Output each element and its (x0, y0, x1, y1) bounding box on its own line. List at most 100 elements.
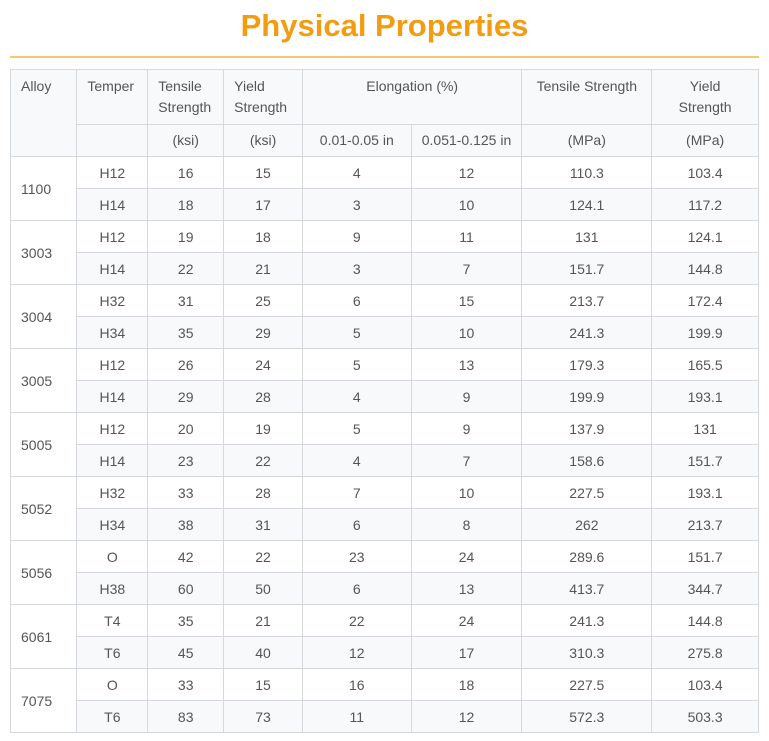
table-cell: H34 (76, 508, 149, 541)
table-cell: H14 (76, 252, 149, 285)
table-cell: 9 (301, 220, 412, 253)
table-cell: 35 (147, 316, 225, 349)
table-cell: 144.8 (651, 252, 759, 285)
table-cell: 50 (223, 572, 303, 605)
header-yield-ksi-unit: (ksi) (223, 124, 303, 157)
table-cell: 172.4 (651, 284, 759, 317)
table-cell: 19 (147, 220, 225, 253)
table-cell: 18 (147, 188, 225, 221)
header-tensile-ksi-unit: (ksi) (147, 124, 225, 157)
table-cell: 137.9 (521, 412, 653, 445)
table-cell: 15 (223, 156, 303, 189)
alloy-cell: 3003 (9, 220, 78, 285)
table-cell: 131 (651, 412, 759, 445)
table-cell: 25 (223, 284, 303, 317)
table-cell: 3 (301, 252, 412, 285)
table-cell: 40 (223, 636, 303, 669)
table-row: 3005 H12 26 24 5 13 179.3 165.5 (9, 348, 759, 413)
table-cell: 131 (521, 220, 653, 253)
table-cell: 7 (410, 444, 523, 477)
table-cell: 310.3 (521, 636, 653, 669)
table-cell: 10 (410, 188, 523, 221)
table-cell: 165.5 (651, 348, 759, 381)
table-cell: 151.7 (651, 540, 759, 573)
table-row: H34 38 31 6 8 262 213.7 (11, 508, 759, 541)
table-row: 5005 H12 20 19 5 9 137.9 131 (9, 412, 759, 477)
table-cell: H14 (76, 188, 149, 221)
table-row: H14 23 22 4 7 158.6 151.7 (11, 444, 759, 477)
table-cell: 17 (223, 188, 303, 221)
table-cell: 10 (410, 476, 523, 509)
table-cell: 8 (410, 508, 523, 541)
table-cell: 24 (410, 540, 523, 573)
table-cell: 83 (147, 700, 225, 733)
table-cell: 31 (223, 508, 303, 541)
table-cell: 19 (223, 412, 303, 445)
table-cell: 4 (301, 380, 412, 413)
table-cell: 35 (147, 604, 225, 637)
table-cell: O (76, 540, 149, 573)
table-cell: 22 (223, 540, 303, 573)
table-cell: H38 (76, 572, 149, 605)
table-cell: 31 (147, 284, 225, 317)
table-cell: 38 (147, 508, 225, 541)
table-row: 3004 H32 31 25 6 15 213.7 172.4 (9, 284, 759, 349)
alloy-cell: 3004 (9, 284, 78, 349)
table-cell: 23 (147, 444, 225, 477)
table-cell: 227.5 (521, 668, 653, 701)
header-alloy: Alloy (9, 69, 78, 157)
table-cell: 193.1 (651, 476, 759, 509)
table-cell: 18 (410, 668, 523, 701)
physical-properties-table: Alloy Temper Tensile Strength Yield Stre… (9, 69, 759, 733)
table-row: 6061 T4 35 21 22 24 241.3 144.8 (9, 604, 759, 669)
table-cell: 289.6 (521, 540, 653, 573)
table-cell: 12 (410, 700, 523, 733)
table-row: T6 83 73 11 12 572.3 503.3 (11, 700, 759, 733)
table-cell: 15 (410, 284, 523, 317)
table-cell: H34 (76, 316, 149, 349)
table-cell: 199.9 (521, 380, 653, 413)
table-cell: 22 (147, 252, 225, 285)
table-cell: 21 (223, 252, 303, 285)
table-cell: T4 (76, 604, 149, 637)
header-tensile-ksi: Tensile Strength (147, 69, 225, 125)
table-cell: 151.7 (651, 444, 759, 477)
table-cell: 124.1 (651, 220, 759, 253)
alloy-cell: 6061 (9, 604, 78, 669)
table-cell: 213.7 (521, 284, 653, 317)
table-cell: 144.8 (651, 604, 759, 637)
header-elongation-thin: 0.01-0.05 in (301, 124, 412, 157)
table-cell: 11 (410, 220, 523, 253)
table-cell: 23 (301, 540, 412, 573)
table-cell: H14 (76, 444, 149, 477)
table-cell: 117.2 (651, 188, 759, 221)
table-row: 7075 O 33 15 16 18 227.5 103.4 (9, 668, 759, 733)
table-cell: 213.7 (651, 508, 759, 541)
table-cell: 4 (301, 156, 412, 189)
header-temper: Temper (76, 69, 149, 125)
table-cell: 193.1 (651, 380, 759, 413)
table-cell: H14 (76, 380, 149, 413)
title-divider (10, 56, 759, 58)
header-elongation-thick: 0.051-0.125 in (410, 124, 523, 157)
table-cell: 12 (410, 156, 523, 189)
table-cell: 26 (147, 348, 225, 381)
table-cell: 503.3 (651, 700, 759, 733)
table-cell: 179.3 (521, 348, 653, 381)
table-cell: 275.8 (651, 636, 759, 669)
table-cell: 227.5 (521, 476, 653, 509)
table-cell: 151.7 (521, 252, 653, 285)
table-cell: 5 (301, 348, 412, 381)
table-cell: 199.9 (651, 316, 759, 349)
table-cell: 10 (410, 316, 523, 349)
table-cell: 22 (301, 604, 412, 637)
table-row: H14 22 21 3 7 151.7 144.8 (11, 252, 759, 285)
alloy-cell: 5056 (9, 540, 78, 605)
table-cell: H12 (76, 156, 149, 189)
table-cell: 24 (223, 348, 303, 381)
table-cell: 5 (301, 412, 412, 445)
table-cell: 262 (521, 508, 653, 541)
table-cell: 124.1 (521, 188, 653, 221)
table-cell: 103.4 (651, 156, 759, 189)
table-cell: 344.7 (651, 572, 759, 605)
